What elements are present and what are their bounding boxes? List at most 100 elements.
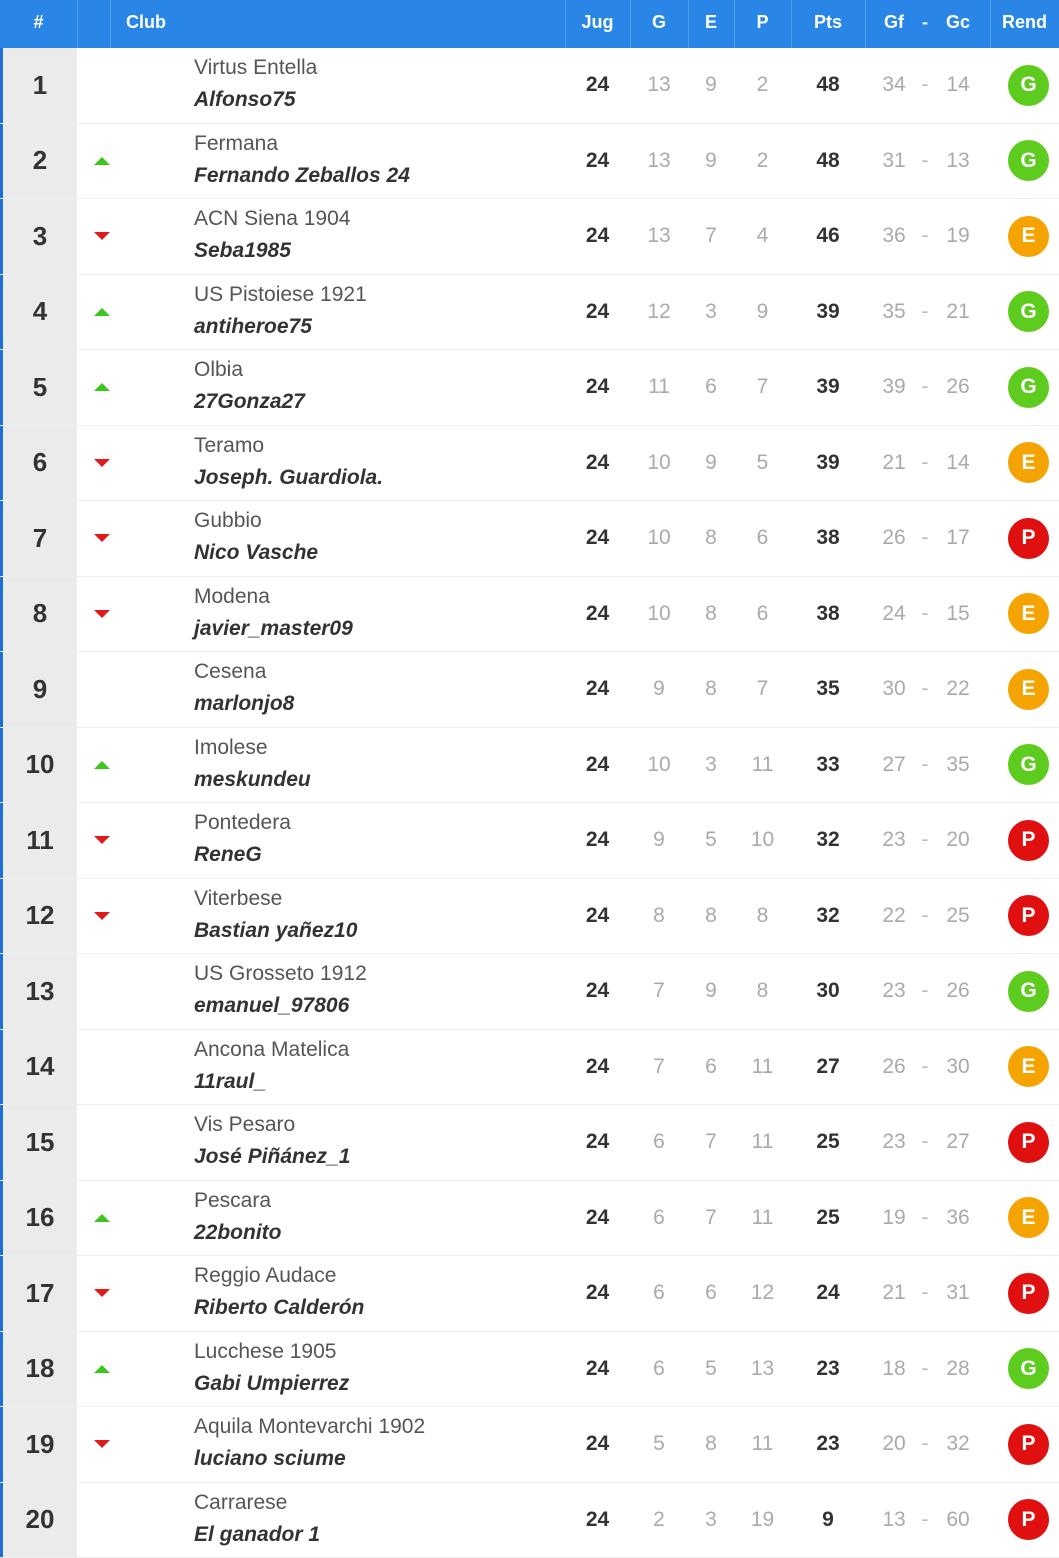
club-name[interactable]: Reggio Audace (194, 1264, 336, 1288)
manager-name[interactable]: antiheroe75 (194, 315, 312, 339)
club-name[interactable]: US Grosseto 1912 (194, 962, 367, 986)
manager-name[interactable]: Alfonso75 (194, 88, 296, 112)
header-won[interactable]: G (630, 0, 688, 48)
manager-name[interactable]: emanuel_97806 (194, 994, 349, 1018)
manager-name[interactable]: Gabi Umpierrez (194, 1372, 349, 1396)
manager-name[interactable]: Riberto Calderón (194, 1296, 364, 1320)
club-name[interactable]: Carrarese (194, 1491, 287, 1515)
won-cell: 9 (630, 652, 688, 727)
drawn-cell: 3 (688, 1483, 734, 1558)
performance-cell: E (990, 1181, 1059, 1256)
drawn-cell: 9 (688, 426, 734, 501)
won-cell: 13 (630, 199, 688, 274)
position-cell: 12 (0, 879, 77, 954)
goals-separator: - (918, 879, 932, 954)
goals-for-cell: 23 (865, 803, 923, 878)
club-name[interactable]: Fermana (194, 132, 278, 156)
club-name[interactable]: Aquila Montevarchi 1902 (194, 1415, 425, 1439)
manager-name[interactable]: 27Gonza27 (194, 390, 305, 414)
manager-name[interactable]: ReneG (194, 843, 262, 867)
trend-indicator (94, 803, 112, 878)
lost-cell: 19 (734, 1483, 791, 1558)
lost-cell: 11 (734, 728, 791, 803)
header-goals-for[interactable]: Gf (865, 0, 923, 48)
club-name[interactable]: Modena (194, 585, 270, 609)
goals-against-cell: 32 (932, 1407, 984, 1482)
trend-up-icon (94, 308, 110, 316)
lost-cell: 9 (734, 275, 791, 350)
club-name[interactable]: Lucchese 1905 (194, 1340, 336, 1364)
header-goals-against[interactable]: Gc (932, 0, 984, 48)
manager-name[interactable]: Seba1985 (194, 239, 291, 263)
trend-indicator (94, 1030, 112, 1105)
manager-name[interactable]: Bastian yañez10 (194, 919, 357, 943)
manager-name[interactable]: javier_master09 (194, 617, 353, 641)
club-name[interactable]: Ancona Matelica (194, 1038, 349, 1062)
club-name[interactable]: Imolese (194, 736, 268, 760)
club-name[interactable]: Vis Pesaro (194, 1113, 295, 1137)
manager-name[interactable]: José Piñánez_1 (194, 1145, 350, 1169)
manager-name[interactable]: marlonjo8 (194, 692, 294, 716)
club-name[interactable]: Teramo (194, 434, 264, 458)
goals-separator: - (918, 728, 932, 803)
club-name[interactable]: Gubbio (194, 509, 262, 533)
manager-name[interactable]: Nico Vasche (194, 541, 318, 565)
goals-separator: - (918, 954, 932, 1029)
club-name[interactable]: Virtus Entella (194, 56, 317, 80)
header-club[interactable]: Club (110, 0, 182, 48)
manager-name[interactable]: Joseph. Guardiola. (194, 466, 383, 490)
points-cell: 23 (791, 1407, 865, 1482)
trend-down-icon (94, 836, 110, 844)
club-name[interactable]: US Pistoiese 1921 (194, 283, 367, 307)
performance-cell: P (990, 1483, 1059, 1558)
manager-name[interactable]: meskundeu (194, 768, 311, 792)
header-performance[interactable]: Rend (990, 0, 1059, 48)
lost-cell: 11 (734, 1105, 791, 1180)
performance-badge: P (1008, 1273, 1049, 1314)
header-points[interactable]: Pts (791, 0, 865, 48)
performance-badge: E (1008, 669, 1049, 710)
club-name[interactable]: ACN Siena 1904 (194, 207, 350, 231)
manager-name[interactable]: 22bonito (194, 1221, 282, 1245)
lost-cell: 6 (734, 501, 791, 576)
club-name[interactable]: Cesena (194, 660, 266, 684)
manager-name[interactable]: luciano sciume (194, 1447, 346, 1471)
drawn-cell: 3 (688, 728, 734, 803)
club-name[interactable]: Olbia (194, 358, 243, 382)
manager-name[interactable]: Fernando Zeballos 24 (194, 164, 410, 188)
header-played[interactable]: Jug (565, 0, 630, 48)
trend-down-icon (94, 1289, 110, 1297)
club-name[interactable]: Pontedera (194, 811, 291, 835)
header-drawn[interactable]: E (688, 0, 734, 48)
goals-for-cell: 21 (865, 426, 923, 501)
won-cell: 7 (630, 954, 688, 1029)
club-name[interactable]: Pescara (194, 1189, 271, 1213)
trend-indicator (94, 1483, 112, 1558)
manager-name[interactable]: El ganador 1 (194, 1523, 320, 1547)
header-lost[interactable]: P (734, 0, 791, 48)
manager-name[interactable]: 11raul_ (194, 1070, 266, 1094)
club-name[interactable]: Viterbese (194, 887, 282, 911)
trend-down-icon (94, 534, 110, 542)
performance-badge: G (1008, 140, 1049, 181)
